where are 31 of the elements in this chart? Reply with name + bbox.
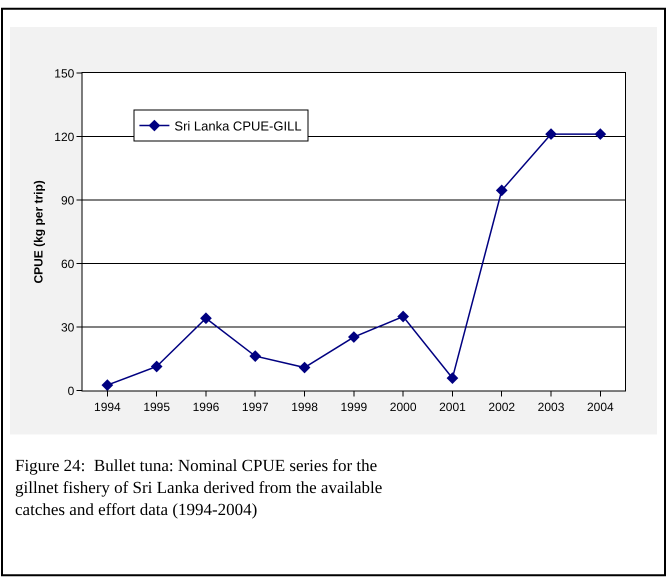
x-tick-label: 1996	[192, 400, 220, 414]
y-tick-label: 90	[60, 193, 75, 208]
point	[102, 379, 114, 391]
x-tick-label: 1997	[242, 400, 269, 414]
point	[249, 350, 262, 362]
point	[397, 310, 409, 322]
legend-label: Sri Lanka CPUE-GILL	[174, 118, 302, 134]
x-tick-label: 1998	[291, 400, 318, 414]
x-tick-label: 2003	[538, 400, 565, 414]
y-tick-label: 150	[54, 66, 75, 80]
x-tick-label: 1999	[340, 400, 368, 414]
x-tick-label: 1995	[143, 400, 170, 414]
x-tick-label: 2001	[439, 400, 466, 414]
y-tick-label: 60	[60, 256, 75, 271]
y-axis-title: CPUE (kg per trip)	[32, 180, 46, 284]
point	[594, 128, 606, 140]
point	[348, 331, 360, 343]
point	[545, 128, 557, 140]
x-tick-label: 1994	[94, 400, 122, 414]
point	[150, 360, 163, 372]
y-tick-label: 120	[54, 130, 75, 144]
point	[446, 372, 458, 384]
point	[298, 362, 310, 374]
point	[496, 184, 508, 196]
point	[200, 312, 212, 324]
x-tick-label: 2000	[390, 400, 417, 414]
x-tick-label: 2002	[488, 400, 516, 414]
y-tick-label: 30	[60, 320, 75, 334]
x-tick-label: 2004	[586, 400, 614, 414]
y-tick-label: 0	[68, 384, 75, 398]
caption: Figure 24: Bullet tuna: Nominal CPUE series for the gillnet fishery of Sri Lanka derived from the available catches and effort data (1994-2004)	[15, 456, 382, 520]
